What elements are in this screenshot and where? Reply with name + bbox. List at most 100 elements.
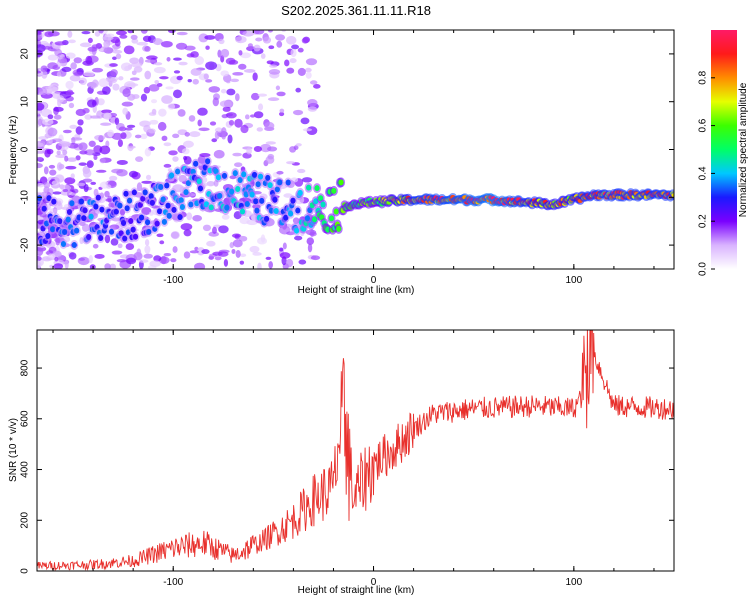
noise-speckle [95, 169, 107, 173]
noise-speckle [128, 145, 136, 149]
noise-speckle [161, 95, 173, 104]
noise-speckle [173, 70, 181, 74]
ridge-core [175, 168, 181, 175]
noise-speckle [313, 84, 321, 89]
noise-speckle [88, 255, 93, 264]
noise-speckle [218, 225, 229, 234]
noise-speckle [130, 34, 138, 40]
noise-speckle [55, 237, 60, 246]
noise-speckle [197, 107, 208, 116]
ridge-core [57, 218, 63, 225]
y-tick-label: 600 [20, 410, 31, 427]
noise-speckle [53, 106, 64, 112]
noise-speckle [53, 114, 62, 120]
noise-speckle [238, 63, 247, 70]
noise-speckle [73, 57, 83, 64]
noise-speckle [69, 124, 78, 129]
noise-speckle [192, 215, 203, 222]
noise-speckle [295, 143, 302, 147]
noise-speckle [48, 164, 56, 169]
noise-speckle [168, 150, 178, 156]
noise-speckle [225, 57, 236, 65]
noise-speckle [126, 83, 139, 87]
ridge-core [69, 200, 75, 207]
ridge-core [196, 178, 202, 185]
noise-speckle [125, 243, 135, 250]
noise-speckle [269, 64, 278, 68]
noise-speckle [69, 74, 81, 82]
ridge-core [99, 206, 105, 213]
noise-speckle [276, 40, 283, 48]
noise-speckle [256, 127, 264, 132]
noise-speckle [78, 162, 87, 166]
noise-speckle [242, 30, 255, 37]
noise-speckle [211, 138, 218, 143]
ridge-core [287, 210, 294, 217]
noise-speckle [235, 35, 247, 44]
noise-speckle [118, 76, 124, 81]
noise-speckle [205, 61, 218, 70]
noise-speckle [253, 30, 265, 35]
noise-speckle [198, 127, 210, 132]
noise-speckle [79, 150, 88, 155]
noise-speckle [41, 118, 54, 126]
ridge-core [108, 228, 115, 235]
x-tick-label: 100 [565, 577, 582, 588]
noise-speckle [198, 33, 209, 43]
noise-speckle [148, 84, 160, 92]
ridge-core [120, 219, 127, 226]
noise-speckle [240, 52, 251, 59]
noise-speckle [141, 180, 153, 184]
noise-speckle [190, 68, 202, 76]
noise-speckle [109, 175, 118, 181]
noise-speckle [48, 84, 59, 92]
ridge-core [164, 182, 170, 189]
noise-speckle [150, 99, 158, 104]
noise-speckle [148, 112, 157, 116]
noise-speckle [37, 247, 44, 256]
noise-speckle [239, 253, 247, 258]
noise-speckle [258, 103, 264, 111]
noise-speckle [202, 224, 212, 232]
noise-speckle [205, 79, 213, 83]
noise-speckle [173, 57, 182, 61]
noise-speckle [291, 44, 299, 50]
ridge-core [93, 203, 99, 210]
ridge-core [328, 215, 335, 222]
noise-speckle [177, 109, 186, 117]
noise-speckle [172, 156, 179, 162]
noise-speckle [159, 240, 165, 245]
noise-speckle [253, 111, 264, 119]
noise-speckle [84, 114, 93, 120]
noise-speckle [262, 36, 272, 44]
noise-speckle [93, 154, 98, 161]
noise-speckle [230, 78, 240, 83]
noise-speckle [54, 256, 59, 262]
noise-speckle [223, 258, 229, 267]
noise-speckle [304, 67, 312, 73]
noise-speckle [114, 39, 121, 47]
noise-speckle [240, 124, 249, 134]
noise-speckle [265, 256, 272, 260]
noise-speckle [115, 53, 122, 60]
y-tick-label: 400 [20, 461, 31, 478]
ridge-core [208, 204, 214, 211]
noise-speckle [129, 77, 140, 81]
colorbar-ticks: 0.0 0.2 0.4 0.6 0.8 [698, 70, 715, 276]
noise-speckle [110, 69, 118, 77]
noise-speckle [100, 122, 112, 126]
noise-speckle [186, 212, 193, 221]
colorbar: 0.0 0.2 0.4 0.6 0.8 Normalized spectral ampl… [698, 30, 749, 276]
noise-speckle [253, 44, 261, 52]
noise-speckle [135, 156, 144, 162]
noise-speckle [48, 139, 53, 144]
noise-speckle [144, 239, 150, 246]
noise-speckle [144, 70, 152, 80]
noise-speckle [253, 145, 263, 152]
ridge-core [86, 233, 92, 240]
noise-speckle [82, 107, 90, 114]
ridge-core [215, 174, 222, 181]
noise-speckle [295, 87, 302, 93]
noise-speckle [282, 242, 287, 250]
noise-speckle [206, 240, 216, 247]
